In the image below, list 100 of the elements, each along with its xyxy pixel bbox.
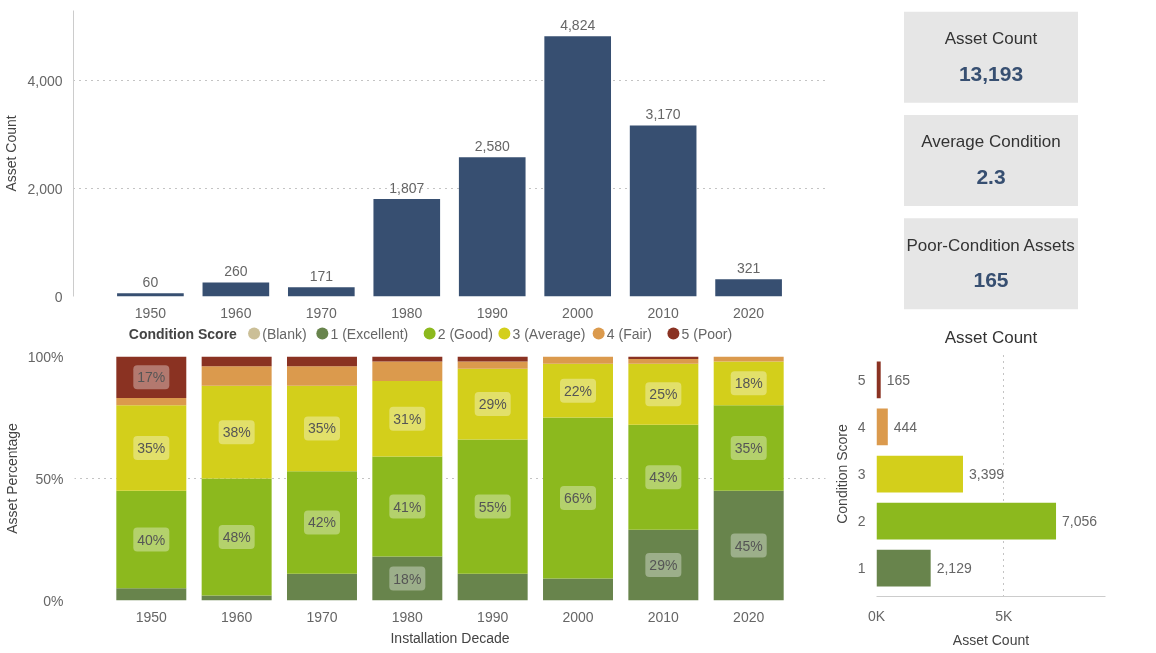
data-label: 171	[309, 268, 334, 285]
bar	[713, 361, 784, 406]
y-tick-label: 4,000	[27, 72, 63, 89]
x-tick-label: 0K	[867, 607, 886, 624]
text: 2.3	[976, 165, 1006, 189]
x-tick-label: 1970	[306, 608, 338, 625]
x-tick-label: 1990	[476, 304, 509, 321]
bar	[628, 424, 699, 530]
bar	[543, 356, 613, 364]
bar	[372, 380, 443, 457]
bar	[628, 358, 699, 364]
data-label: 29%	[649, 557, 678, 574]
data-label: 35%	[734, 440, 763, 456]
data-label: 29%	[478, 396, 507, 413]
bar	[287, 356, 357, 367]
data-label: 1,807	[389, 179, 425, 196]
bar	[457, 368, 528, 440]
data-label: 48%	[222, 529, 251, 546]
x-tick-label: 2000	[562, 608, 594, 625]
y-tick-label: 3	[857, 466, 866, 482]
legend-label: 3 (Average)	[512, 325, 586, 342]
bar	[372, 556, 443, 601]
bar	[117, 293, 184, 297]
bar	[876, 502, 1057, 540]
y-tick-label: 1	[857, 560, 866, 577]
bar	[543, 417, 613, 579]
data-label: 444	[893, 418, 918, 435]
text: 13,193	[958, 61, 1024, 85]
data-label: 3,399	[968, 466, 1005, 482]
data-label: 41%	[393, 498, 422, 515]
data-label: 60	[142, 274, 159, 291]
x-tick-label: 1990	[477, 608, 509, 625]
bar	[116, 588, 187, 601]
y-tick-label: 100%	[27, 348, 64, 365]
category-label: Asset Count	[944, 29, 1038, 49]
y-tick-label: 4	[857, 418, 866, 435]
data-label: 45%	[734, 537, 763, 554]
x-tick-label: 2000	[562, 304, 594, 321]
data-label: 17%	[137, 369, 166, 386]
chart-title: Asset Count	[944, 327, 1038, 347]
y-tick-label: 0	[54, 288, 63, 305]
bar	[116, 397, 187, 406]
bar	[116, 490, 187, 589]
x-tick-label: 1950	[135, 608, 168, 625]
x-tick-label: 2020	[733, 304, 765, 321]
data-label: 260	[224, 263, 248, 280]
x-tick-label: 2010	[647, 304, 679, 321]
data-label: 31%	[393, 410, 422, 427]
y-tick-label: 5	[857, 371, 866, 388]
bar	[372, 456, 443, 557]
y-tick-label: 2	[857, 513, 866, 530]
data-label: 3,170	[645, 106, 681, 123]
data-label: 321	[736, 260, 761, 277]
bar	[201, 366, 272, 386]
bar	[202, 282, 270, 297]
x-tick-label: 1970	[305, 304, 338, 321]
data-label: 7,056	[1062, 513, 1098, 530]
data-label: 38%	[222, 424, 251, 441]
data-label: 2,580	[474, 138, 510, 155]
data-label: 35%	[137, 440, 166, 456]
bar	[713, 490, 784, 601]
bar	[628, 363, 699, 425]
data-label: 165	[886, 371, 911, 388]
legend-title: Condition Score	[128, 325, 238, 342]
data-label: 40%	[137, 531, 166, 548]
bar	[876, 549, 931, 587]
data-label: 2,129	[936, 560, 972, 577]
y-tick-label: 0%	[43, 592, 64, 609]
legend-label: (Blank)	[262, 325, 307, 342]
x-tick-label: 1960	[221, 608, 253, 625]
bar	[287, 385, 357, 472]
data-label: 66%	[564, 490, 593, 507]
bar	[543, 578, 613, 601]
text: 165	[973, 268, 1009, 292]
bar	[116, 405, 187, 491]
x-tick-label: 1980	[391, 304, 423, 321]
data-label: 43%	[649, 469, 678, 486]
x-tick-label: 1980	[391, 608, 424, 625]
data-label: 35%	[307, 420, 337, 437]
x-axis-title: Installation Decade	[390, 629, 510, 646]
x-tick-label: 1960	[220, 304, 252, 321]
bar	[457, 361, 528, 369]
category-label: Average Condition	[921, 132, 1061, 152]
bar	[629, 125, 697, 297]
bar	[458, 157, 526, 297]
bar	[457, 573, 528, 601]
y-axis-title: Asset Count	[3, 115, 20, 192]
y-tick-label: 2,000	[27, 180, 63, 197]
bar	[457, 439, 528, 574]
bar	[201, 385, 272, 479]
bar	[287, 471, 357, 574]
bar	[287, 573, 357, 601]
legend-label: 2 (Good)	[437, 325, 494, 342]
y-axis-title: Condition Score	[833, 423, 850, 524]
data-label: 18%	[734, 375, 763, 392]
bar	[287, 287, 355, 297]
data-label: 55%	[478, 498, 507, 515]
bar	[287, 366, 357, 386]
bar	[543, 363, 613, 418]
bar	[713, 405, 784, 491]
